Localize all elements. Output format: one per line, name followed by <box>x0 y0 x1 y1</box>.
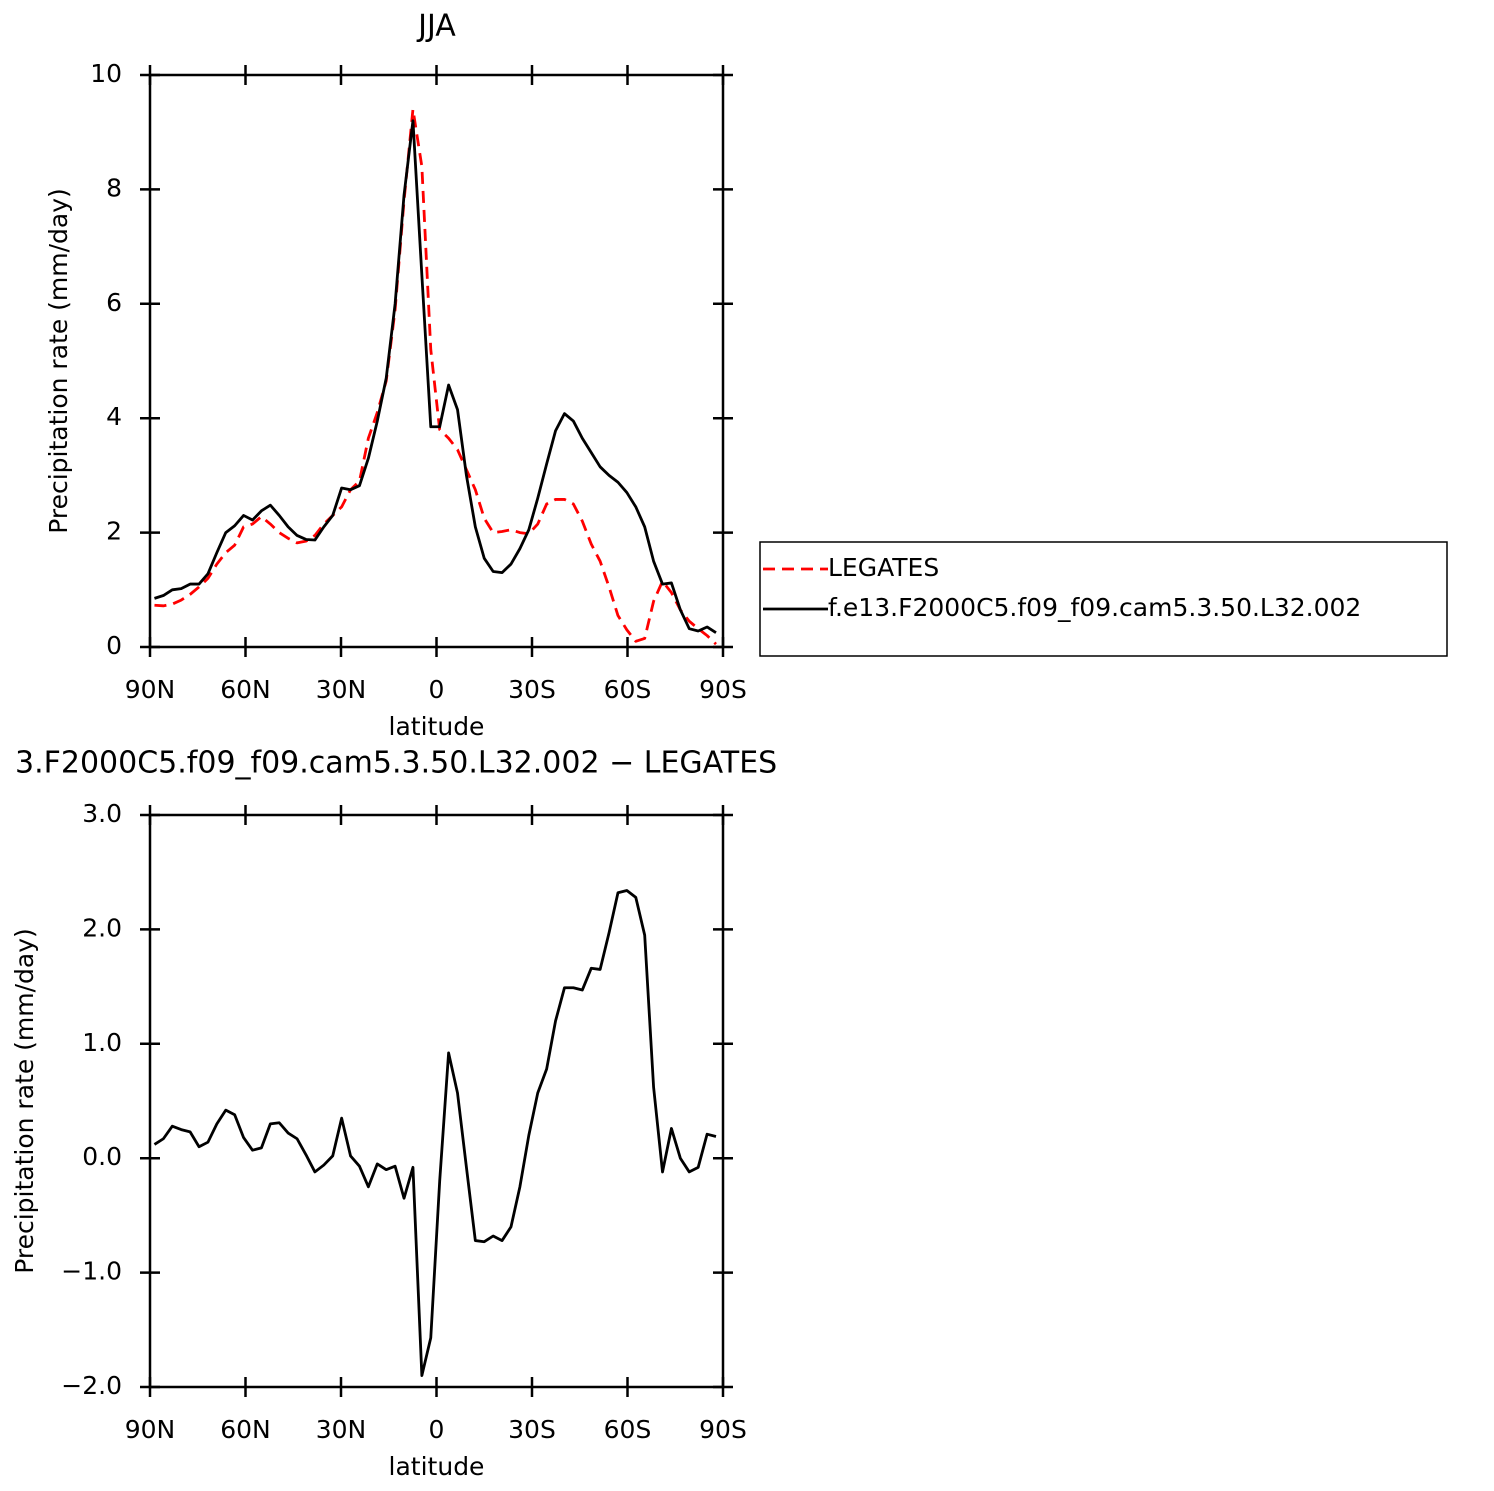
x-tick-label: 30S <box>508 1415 556 1444</box>
x-tick-label: 30N <box>316 675 367 704</box>
x-axis-label: latitude <box>389 712 485 741</box>
plot-frame <box>148 73 725 649</box>
y-tick-label: 6 <box>106 288 122 317</box>
y-tick-label: 2.0 <box>82 913 122 942</box>
y-tick-label: −1.0 <box>61 1257 122 1286</box>
legend-label: f.e13.F2000C5.f09_f09.cam5.3.50.L32.002 <box>828 593 1361 622</box>
y-axis-label: Precipitation rate (mm/day) <box>44 188 73 534</box>
x-tick-label: 0 <box>429 675 445 704</box>
x-tick-label: 90N <box>125 1415 176 1444</box>
x-tick-label: 60S <box>604 1415 652 1444</box>
chart-title: JJA <box>416 9 456 44</box>
legend-box <box>759 541 1448 657</box>
y-tick-label: 2 <box>106 517 122 546</box>
data-line <box>154 119 717 634</box>
y-tick-label: 10 <box>90 59 122 88</box>
x-tick-label: 60N <box>220 675 271 704</box>
data-line <box>154 107 717 646</box>
x-tick-label: 90S <box>699 675 747 704</box>
legend-label: LEGATES <box>828 553 939 582</box>
y-tick-label: 4 <box>106 402 122 431</box>
x-axis-label: latitude <box>389 1452 485 1481</box>
y-tick-label: 0 <box>106 631 122 660</box>
x-tick-label: 30N <box>316 1415 367 1444</box>
y-tick-label: 0.0 <box>82 1142 122 1171</box>
chart-title: 3.F2000C5.f09_f09.cam5.3.50.L32.002 − LE… <box>15 746 777 781</box>
y-tick-label: 3.0 <box>82 799 122 828</box>
x-tick-label: 30S <box>508 675 556 704</box>
x-tick-label: 90N <box>125 675 176 704</box>
x-tick-label: 60N <box>220 1415 271 1444</box>
y-tick-label: 8 <box>106 173 122 202</box>
y-axis-label: Precipitation rate (mm/day) <box>10 928 39 1274</box>
x-tick-label: 90S <box>699 1415 747 1444</box>
data-line <box>153 889 717 1377</box>
x-tick-label: 0 <box>429 1415 445 1444</box>
y-tick-label: 1.0 <box>82 1028 122 1057</box>
y-tick-label: −2.0 <box>61 1371 122 1400</box>
x-tick-label: 60S <box>604 675 652 704</box>
